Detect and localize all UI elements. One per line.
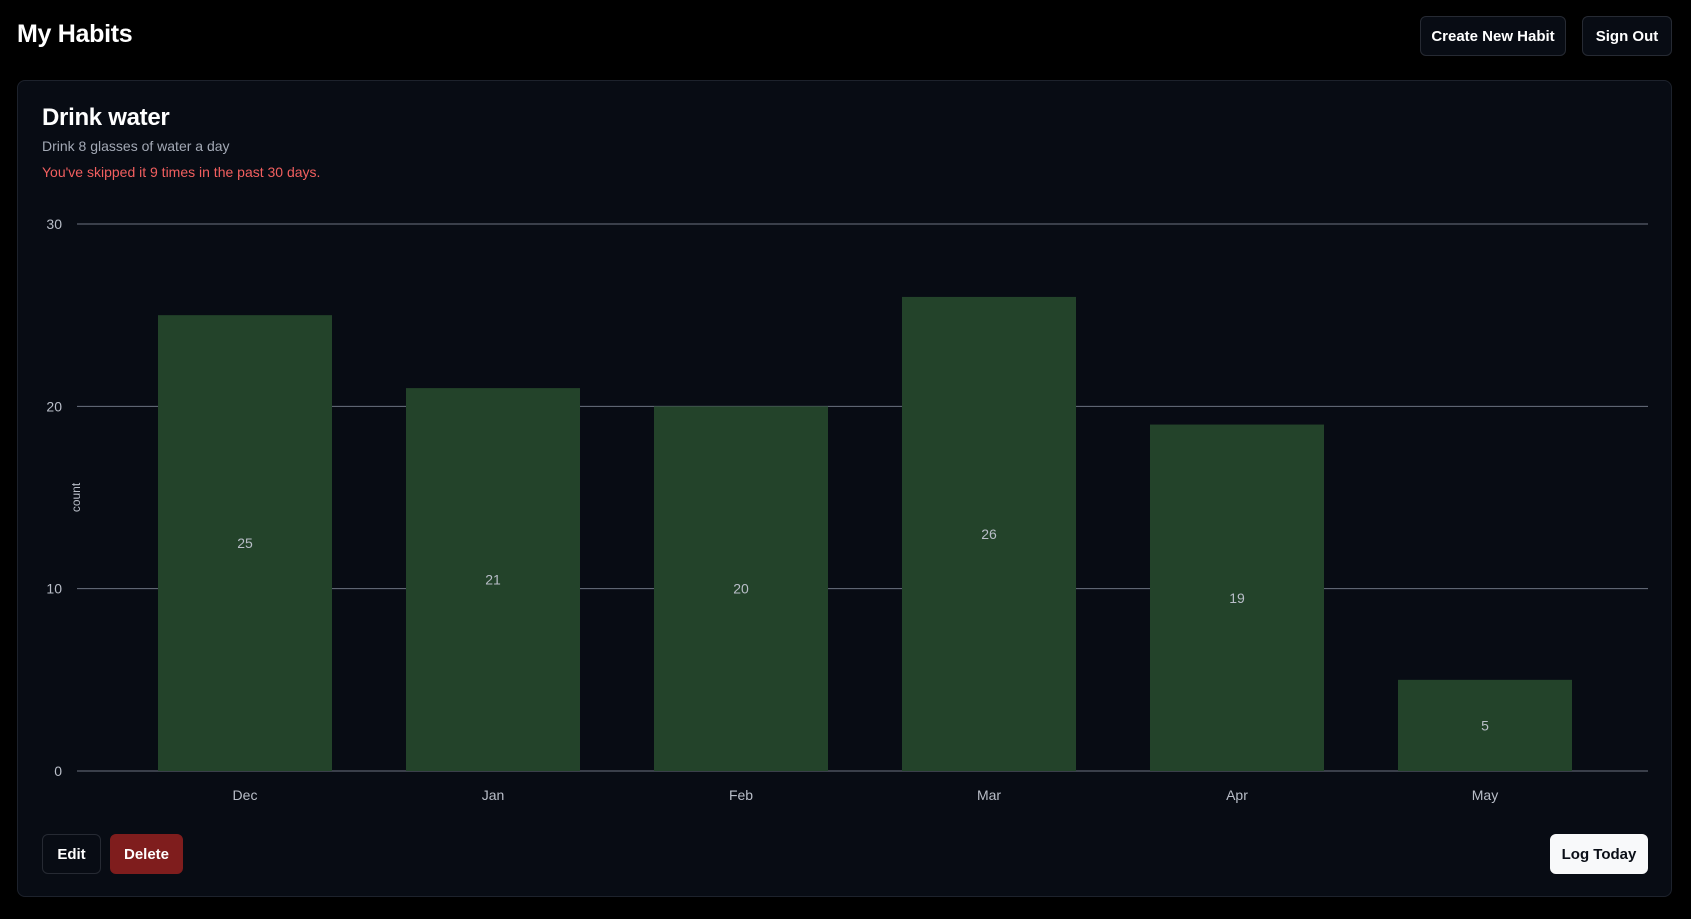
skip-warning: You've skipped it 9 times in the past 30… (42, 164, 321, 180)
log-today-button[interactable]: Log Today (1550, 834, 1648, 874)
bar-value-label: 5 (1481, 717, 1489, 733)
x-tick-label: May (1472, 787, 1498, 803)
create-habit-button[interactable]: Create New Habit (1420, 16, 1566, 56)
bar-apr (1150, 424, 1324, 771)
habit-bar-chart: 0 10 20 30 count 25 Dec 21 Jan 20 Feb 26 Mar 19 Apr 5 Ma… (46, 216, 1648, 803)
bar-may (1398, 679, 1572, 771)
x-tick-label: Jan (482, 787, 505, 803)
bar-value-label: 25 (237, 535, 253, 551)
habit-description: Drink 8 glasses of water a day (42, 138, 230, 154)
x-tick-label: Dec (233, 787, 258, 803)
sign-out-button[interactable]: Sign Out (1582, 16, 1672, 56)
x-tick-label: Apr (1226, 787, 1248, 803)
y-tick-label: 0 (54, 763, 62, 779)
edit-button[interactable]: Edit (42, 834, 101, 874)
bar-feb (654, 406, 828, 771)
delete-button[interactable]: Delete (110, 834, 183, 874)
bar-value-label: 26 (981, 526, 997, 542)
y-axis-label: count (69, 482, 83, 512)
y-tick-label: 20 (46, 398, 62, 414)
bar-mar (902, 296, 1076, 771)
y-tick-label: 10 (46, 581, 62, 597)
bar-dec (158, 315, 332, 771)
bar-jan (406, 388, 580, 771)
top-bar: My Habits Create New Habit Sign Out (0, 0, 1691, 72)
habit-card: Drink water Drink 8 glasses of water a d… (17, 80, 1672, 897)
bar-value-label: 20 (733, 581, 749, 597)
bar-value-label: 21 (485, 572, 501, 588)
bar-value-label: 19 (1229, 590, 1245, 606)
x-tick-label: Mar (977, 787, 1001, 803)
y-tick-label: 30 (46, 216, 62, 232)
x-tick-label: Feb (729, 787, 753, 803)
page-title: My Habits (17, 20, 133, 48)
habit-title: Drink water (42, 104, 170, 131)
